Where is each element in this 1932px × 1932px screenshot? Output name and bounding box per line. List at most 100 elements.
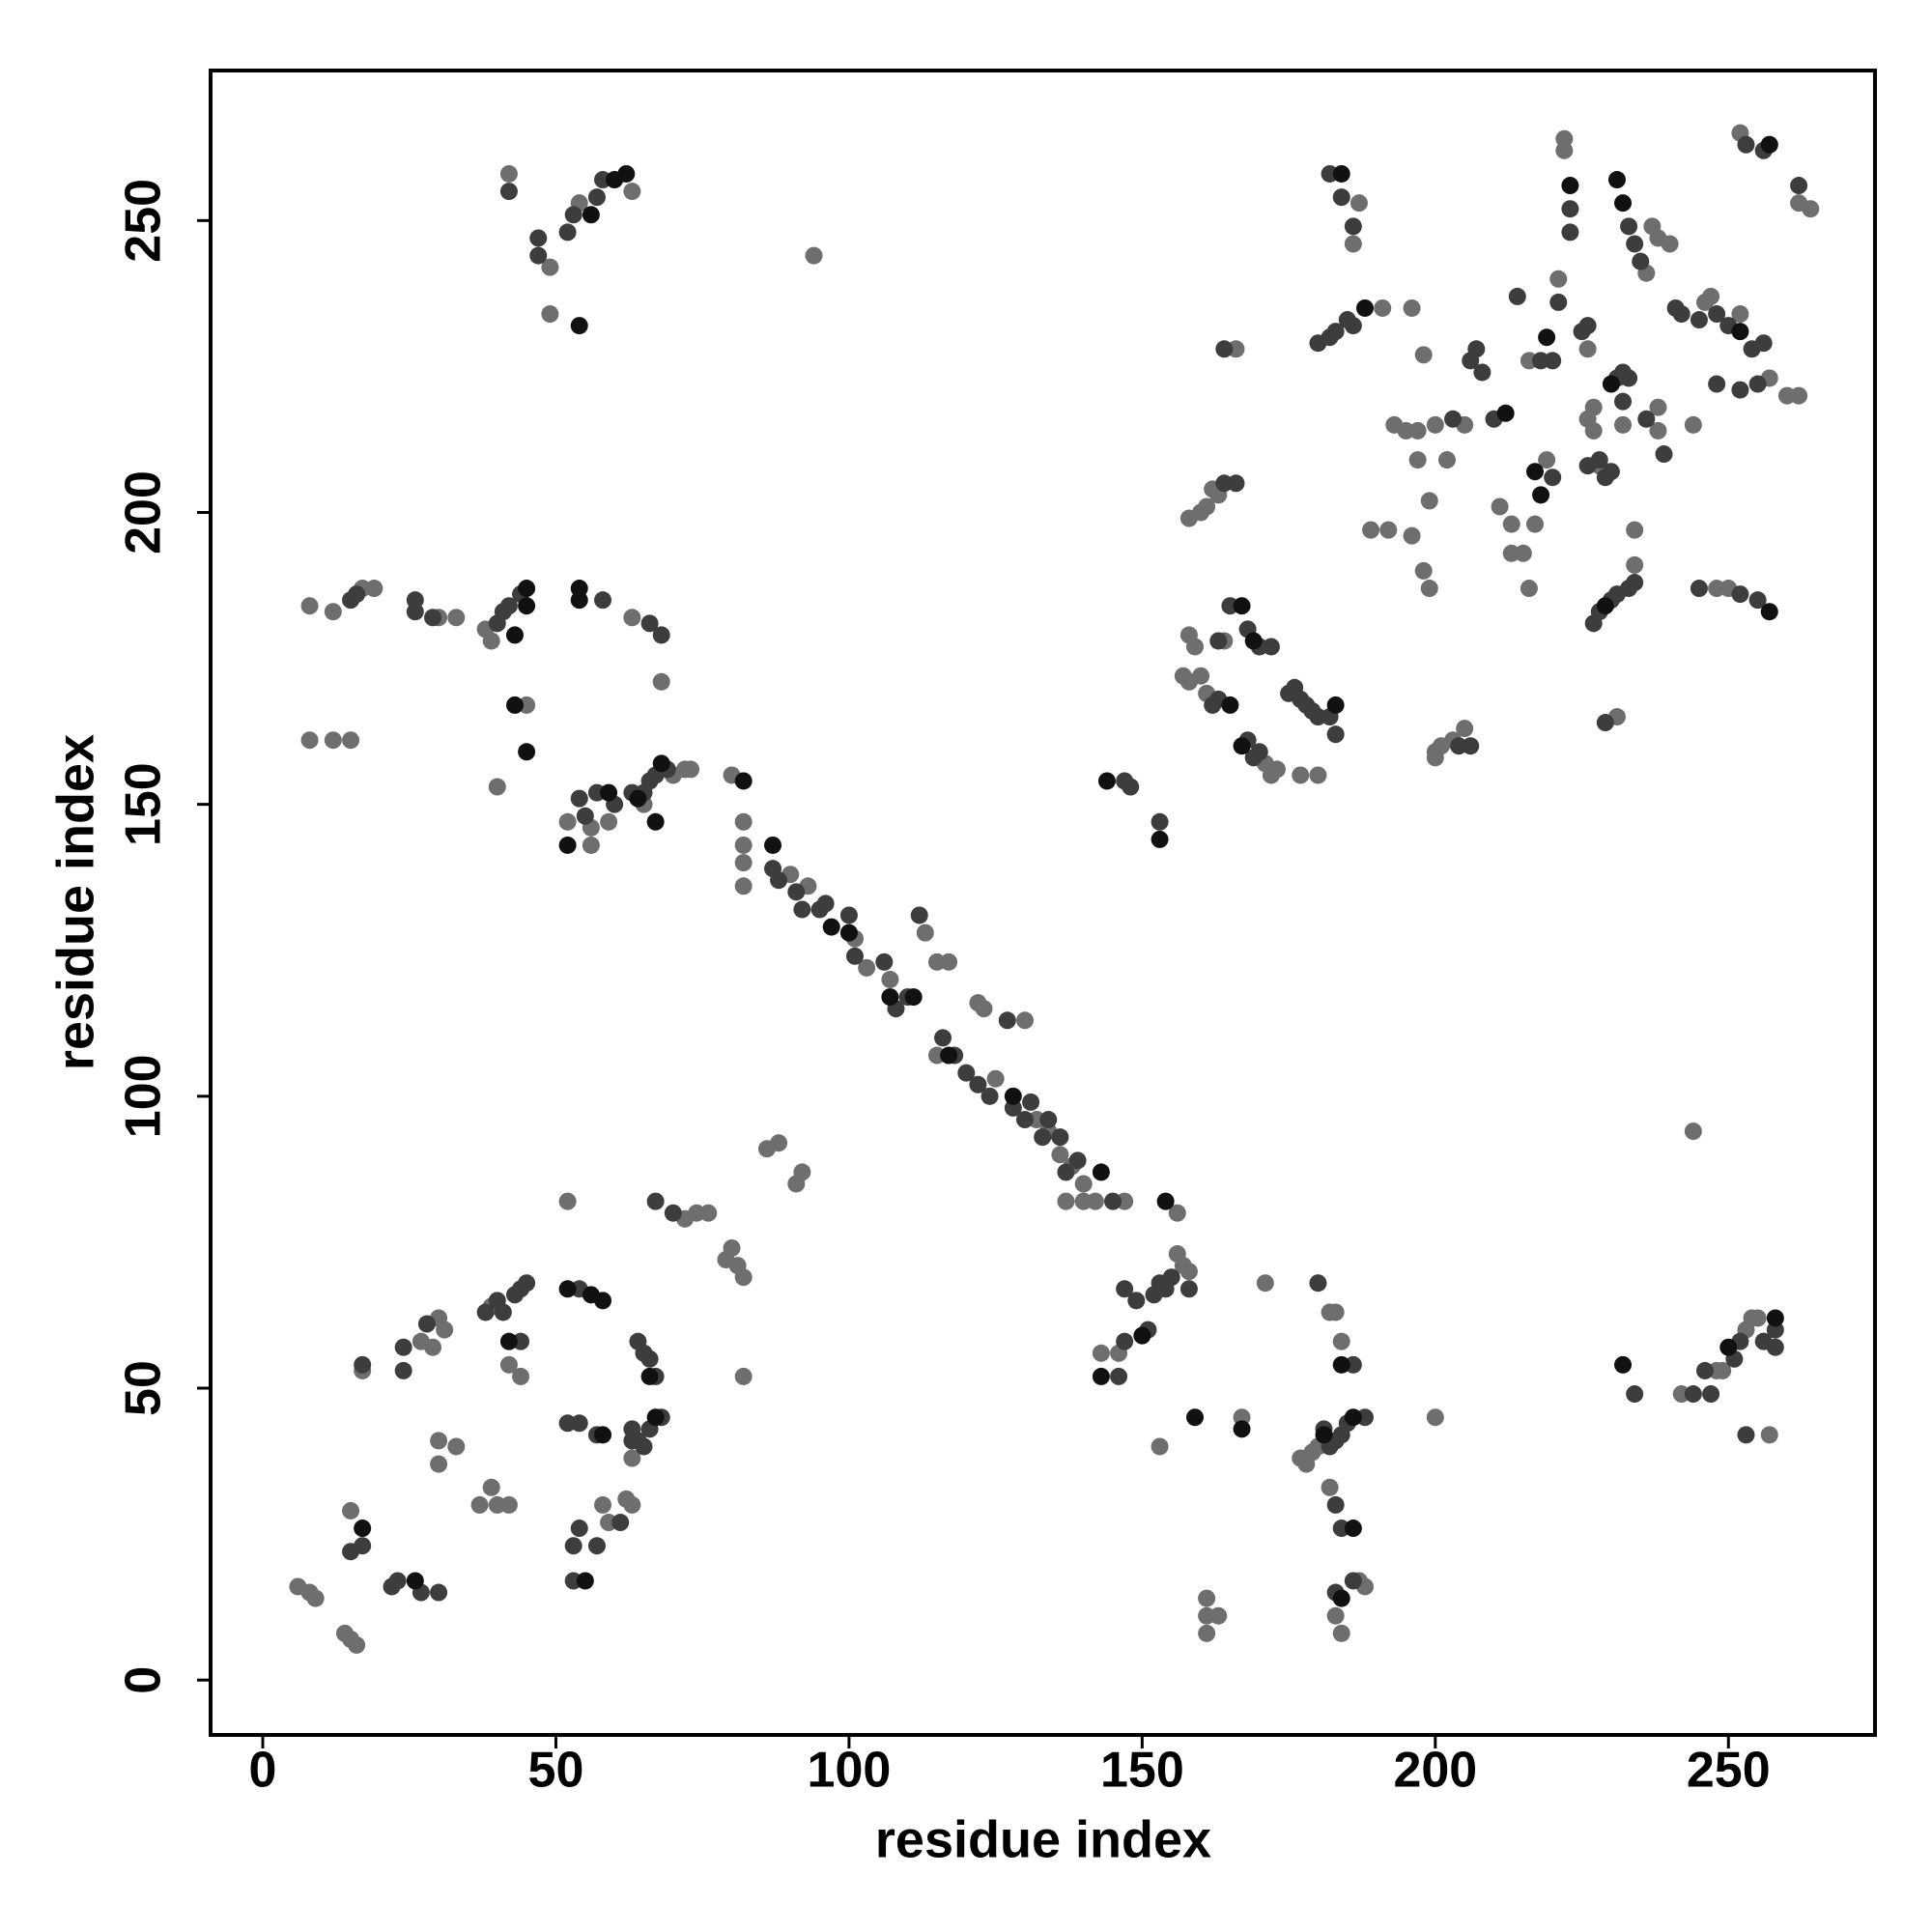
point [881,988,899,1007]
point [1092,1163,1110,1181]
point [570,317,588,335]
point [1766,1338,1784,1356]
point [518,743,536,761]
point [1344,1520,1362,1538]
point [594,1292,612,1310]
point [1403,526,1421,545]
point [436,1321,454,1339]
point [1426,415,1444,434]
point [975,1000,993,1018]
point [623,609,641,627]
point [558,812,577,831]
point [1179,1280,1198,1298]
point [770,1134,788,1152]
point [1015,1111,1034,1129]
point [682,760,700,779]
point [611,1514,630,1532]
point [793,1163,811,1181]
point [1022,1093,1040,1111]
point [1198,497,1216,516]
x-tick-label: 0 [249,1743,277,1799]
point [1538,451,1556,469]
point [1309,1274,1327,1293]
point [1185,638,1204,656]
point [1344,317,1362,335]
point [354,1520,372,1538]
point [1326,323,1345,341]
point [1549,293,1568,311]
point [1414,346,1433,364]
point [940,1046,958,1065]
point [640,1350,659,1368]
point [1332,188,1350,207]
point [1719,1338,1738,1356]
point [1496,404,1515,422]
point [600,783,618,802]
point [1151,1437,1169,1456]
point [417,1315,436,1333]
point [734,877,753,895]
point [910,906,928,924]
point [1672,305,1690,324]
point [342,1501,360,1520]
point [606,171,624,189]
point [858,958,876,977]
point [1198,1624,1216,1642]
point [447,609,466,627]
point [1544,469,1562,487]
y-tick-label: 50 [116,1360,172,1416]
point [1690,311,1708,329]
point [1350,194,1368,213]
point [1162,1268,1180,1287]
point [558,223,577,242]
point [300,731,319,750]
point [470,1495,489,1514]
point [342,731,360,750]
point [764,836,782,854]
point [1590,451,1608,469]
point [635,1437,653,1456]
point [1649,421,1667,440]
point [529,229,548,247]
point [394,1338,412,1356]
point [793,900,811,919]
point [1051,1128,1069,1147]
point [1502,515,1520,533]
point [499,1495,518,1514]
point [1632,252,1650,270]
point [1244,632,1263,650]
point [1355,298,1374,317]
point [1748,1309,1767,1327]
point [1714,1361,1732,1379]
point [652,754,670,773]
point [1737,135,1755,154]
point [1626,235,1644,253]
point [1250,743,1268,761]
point [1555,141,1574,159]
point [1437,451,1456,469]
point [1614,1355,1633,1374]
point [582,206,600,224]
point [1596,597,1614,615]
point [518,1274,536,1293]
point [1684,1122,1702,1141]
point [499,597,518,615]
point [558,1280,577,1298]
point [1326,725,1345,744]
point [1332,1624,1350,1642]
point [1362,521,1380,539]
x-tick-label: 50 [528,1743,584,1799]
point [494,1303,512,1321]
point [1221,696,1239,714]
point [570,591,588,610]
point [564,1537,582,1555]
point [1133,1326,1151,1345]
point [1731,323,1749,341]
point [324,603,342,621]
point [424,1338,442,1356]
point [1092,1344,1110,1362]
point [904,988,923,1007]
point [1309,766,1327,784]
point [394,1361,412,1379]
